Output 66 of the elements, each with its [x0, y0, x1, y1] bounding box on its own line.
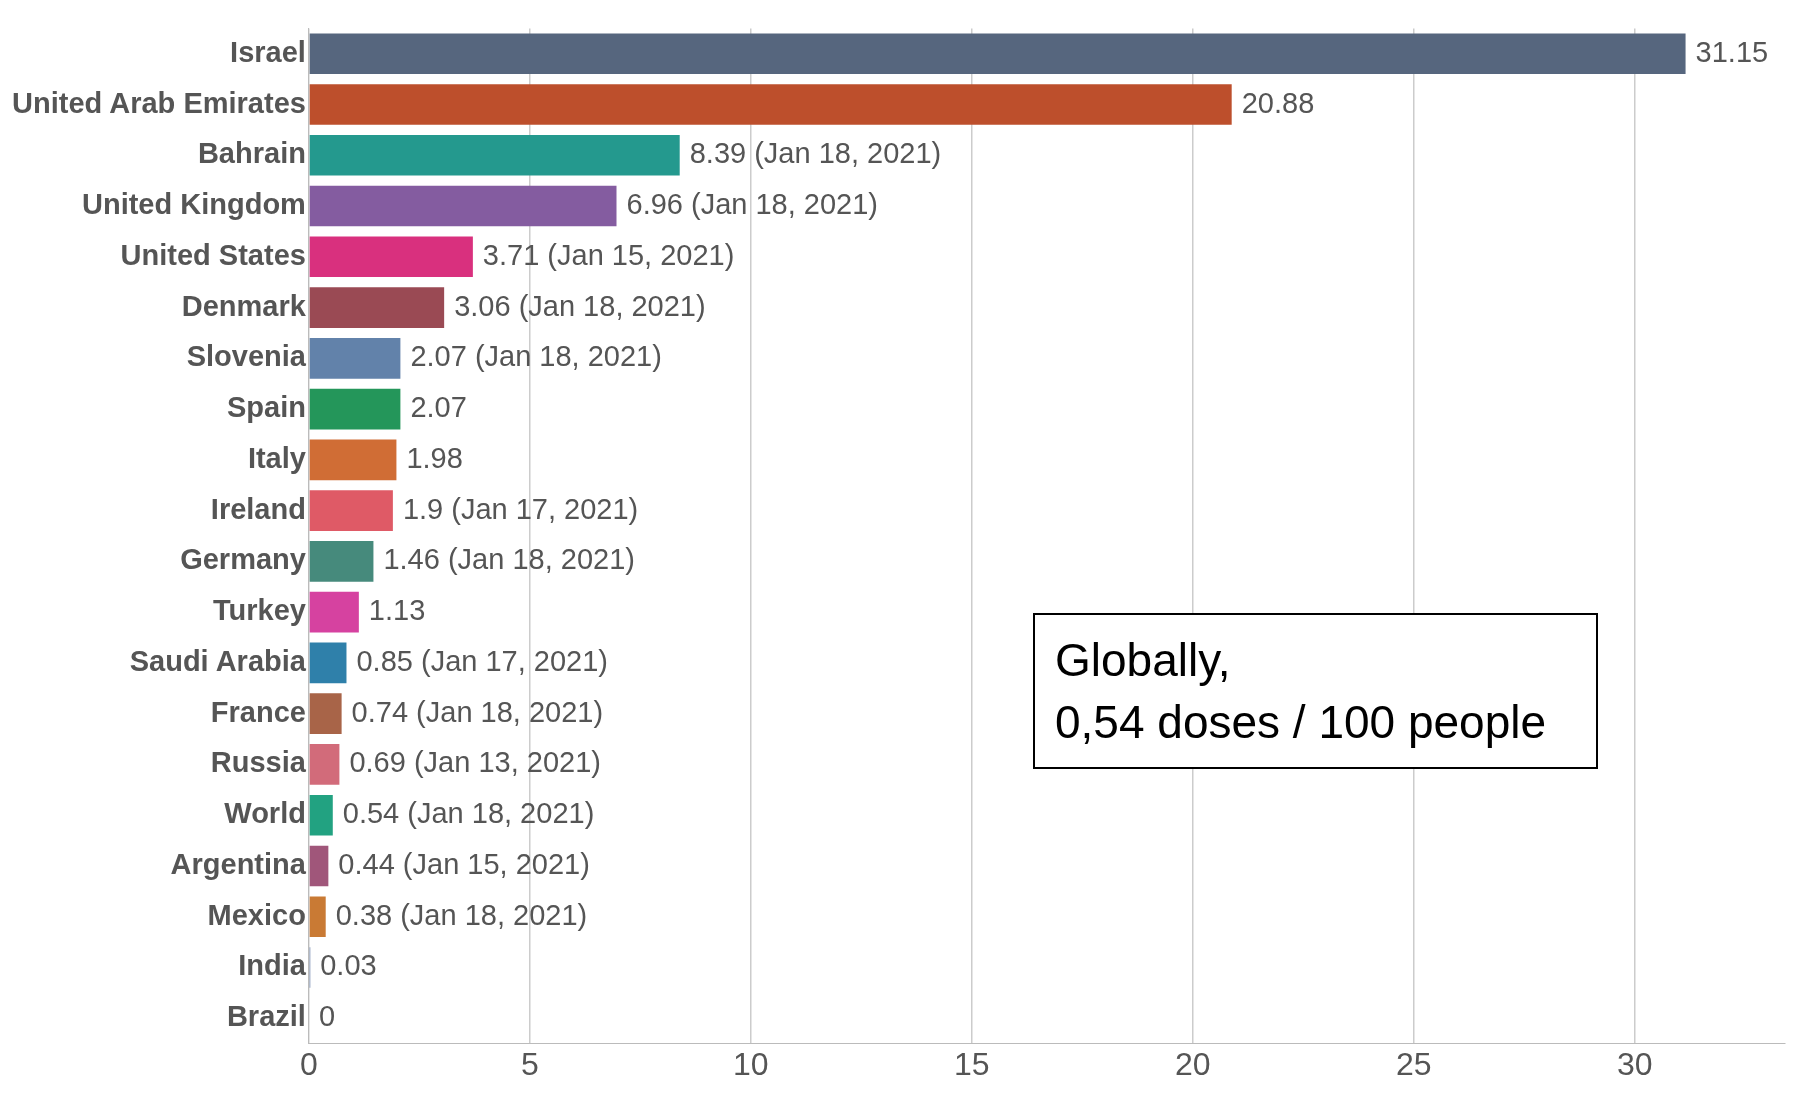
y-tick-label: World: [224, 797, 306, 830]
bar: [309, 541, 374, 582]
y-tick-label: India: [238, 949, 307, 982]
data-label: 0.54 (Jan 18, 2021): [342, 797, 595, 830]
y-tick-label: Russia: [210, 746, 307, 779]
y-tick-label: United Kingdom: [81, 188, 306, 221]
y-tick-label: Slovenia: [186, 340, 307, 373]
y-tick-label: Denmark: [181, 289, 307, 322]
data-label: 0.44 (Jan 15, 2021): [338, 847, 590, 880]
y-tick-label: Saudi Arabia: [129, 644, 307, 677]
bar: [309, 896, 326, 937]
y-tick-label: Ireland: [210, 492, 306, 525]
data-label: 1.9 (Jan 17, 2021): [402, 492, 639, 525]
bar: [309, 439, 397, 481]
bar: [309, 135, 680, 176]
x-tick-label: 0: [300, 1045, 318, 1082]
y-tick-label: United Arab Emirates: [12, 86, 306, 119]
bar: [309, 490, 393, 531]
bar: [309, 287, 445, 328]
data-label: 31.15: [1695, 35, 1769, 68]
y-tick-label: Italy: [247, 441, 306, 474]
y-tick-label: Bahrain: [197, 137, 306, 170]
bar: [309, 388, 401, 430]
data-label: 0: [318, 1000, 336, 1033]
data-label: 1.98: [406, 441, 463, 474]
y-tick-label: United States: [120, 238, 306, 271]
data-label: 8.39 (Jan 18, 2021): [689, 137, 942, 170]
x-tick-label: 10: [733, 1045, 769, 1082]
bar: [309, 84, 1232, 125]
data-label: 0.03: [320, 949, 377, 982]
y-tick-label: Argentina: [170, 847, 307, 880]
bar: [309, 794, 333, 836]
x-tick-label: 15: [954, 1045, 990, 1082]
y-tick-label: Brazil: [226, 1000, 306, 1033]
x-tick-label: 25: [1395, 1045, 1432, 1082]
annotation: Globally, 0,54 doses / 100 people: [1033, 613, 1599, 769]
y-tick-label: Turkey: [212, 594, 306, 627]
data-label: 0.74 (Jan 18, 2021): [351, 695, 604, 728]
y-tick-label: Germany: [180, 543, 306, 576]
data-label: 0.69 (Jan 13, 2021): [349, 746, 601, 779]
data-label: 1.46 (Jan 18, 2021): [383, 543, 635, 576]
data-label: 6.96 (Jan 18, 2021): [626, 188, 879, 221]
data-label: 1.13: [368, 594, 426, 627]
bar: [309, 591, 359, 633]
bar: [309, 642, 347, 684]
y-tick-label: Israel: [230, 35, 306, 68]
x-tick-label: 5: [520, 1045, 539, 1082]
bar: [309, 33, 1686, 75]
bar: [309, 185, 617, 227]
y-tick-label: Spain: [226, 391, 306, 424]
data-label: 0.38 (Jan 18, 2021): [335, 898, 588, 931]
data-label: 20.88: [1241, 86, 1315, 119]
bar: [309, 693, 342, 734]
data-label: 0.85 (Jan 17, 2021): [356, 644, 608, 677]
bar: [309, 744, 340, 785]
y-tick-label: Mexico: [207, 898, 306, 931]
data-label: 3.06 (Jan 18, 2021): [454, 289, 706, 322]
x-tick-label: 20: [1175, 1045, 1211, 1082]
bar: [309, 845, 329, 887]
bar: [309, 338, 401, 379]
x-tick-label: 30: [1616, 1045, 1653, 1082]
data-label: 3.71 (Jan 15, 2021): [482, 238, 735, 271]
bar: [309, 236, 473, 278]
y-tick-label: France: [210, 695, 306, 728]
data-label: 2.07 (Jan 18, 2021): [410, 340, 662, 373]
data-label: 2.07: [410, 391, 467, 424]
